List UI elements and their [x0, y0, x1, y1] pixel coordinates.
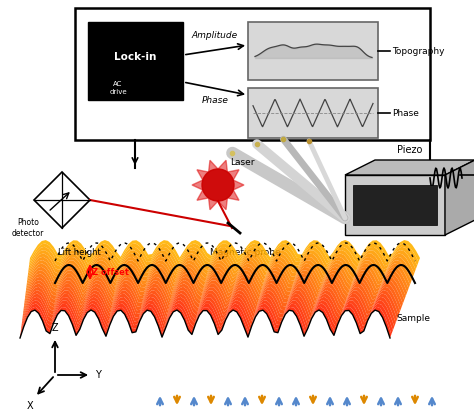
Polygon shape [27, 260, 411, 285]
Polygon shape [20, 303, 393, 334]
Polygon shape [29, 243, 419, 265]
Polygon shape [345, 175, 445, 235]
Polygon shape [20, 307, 392, 338]
Text: Photo
detector: Photo detector [12, 218, 44, 238]
Bar [75, 8, 430, 140]
Bar [248, 88, 378, 138]
Polygon shape [345, 160, 474, 175]
Polygon shape [21, 300, 394, 331]
Polygon shape [24, 277, 404, 304]
Text: Z: Z [52, 323, 58, 333]
Polygon shape [22, 290, 399, 319]
Polygon shape [25, 270, 407, 296]
Bar [88, 22, 183, 100]
Polygon shape [22, 293, 397, 323]
Text: Phase: Phase [392, 108, 419, 118]
Text: Lock-in: Lock-in [114, 52, 156, 62]
Text: Sample: Sample [396, 313, 430, 323]
Polygon shape [23, 284, 401, 311]
Polygon shape [29, 240, 420, 262]
Text: Topography: Topography [392, 47, 445, 55]
Circle shape [202, 169, 234, 201]
Text: Phase: Phase [201, 96, 228, 105]
Bar [248, 22, 378, 80]
Polygon shape [34, 172, 90, 228]
Polygon shape [26, 267, 409, 292]
Text: Z offset: Z offset [92, 268, 129, 276]
Text: Amplitude: Amplitude [192, 31, 238, 40]
Text: Y: Y [95, 370, 101, 380]
Text: Lift height: Lift height [58, 248, 101, 257]
Text: AC
drive: AC drive [109, 81, 127, 95]
Polygon shape [27, 257, 413, 281]
Text: Magnetic probe: Magnetic probe [210, 248, 281, 257]
Bar [353, 185, 437, 225]
Polygon shape [28, 250, 416, 273]
Polygon shape [445, 160, 474, 235]
Polygon shape [24, 280, 403, 307]
Polygon shape [25, 273, 406, 300]
Text: Laser: Laser [230, 158, 255, 167]
Polygon shape [28, 247, 417, 269]
Polygon shape [27, 253, 414, 277]
Text: Piezo: Piezo [397, 145, 423, 155]
Text: X: X [27, 401, 33, 411]
Polygon shape [192, 160, 244, 210]
Polygon shape [21, 297, 396, 327]
Polygon shape [23, 287, 400, 315]
Polygon shape [26, 263, 410, 289]
